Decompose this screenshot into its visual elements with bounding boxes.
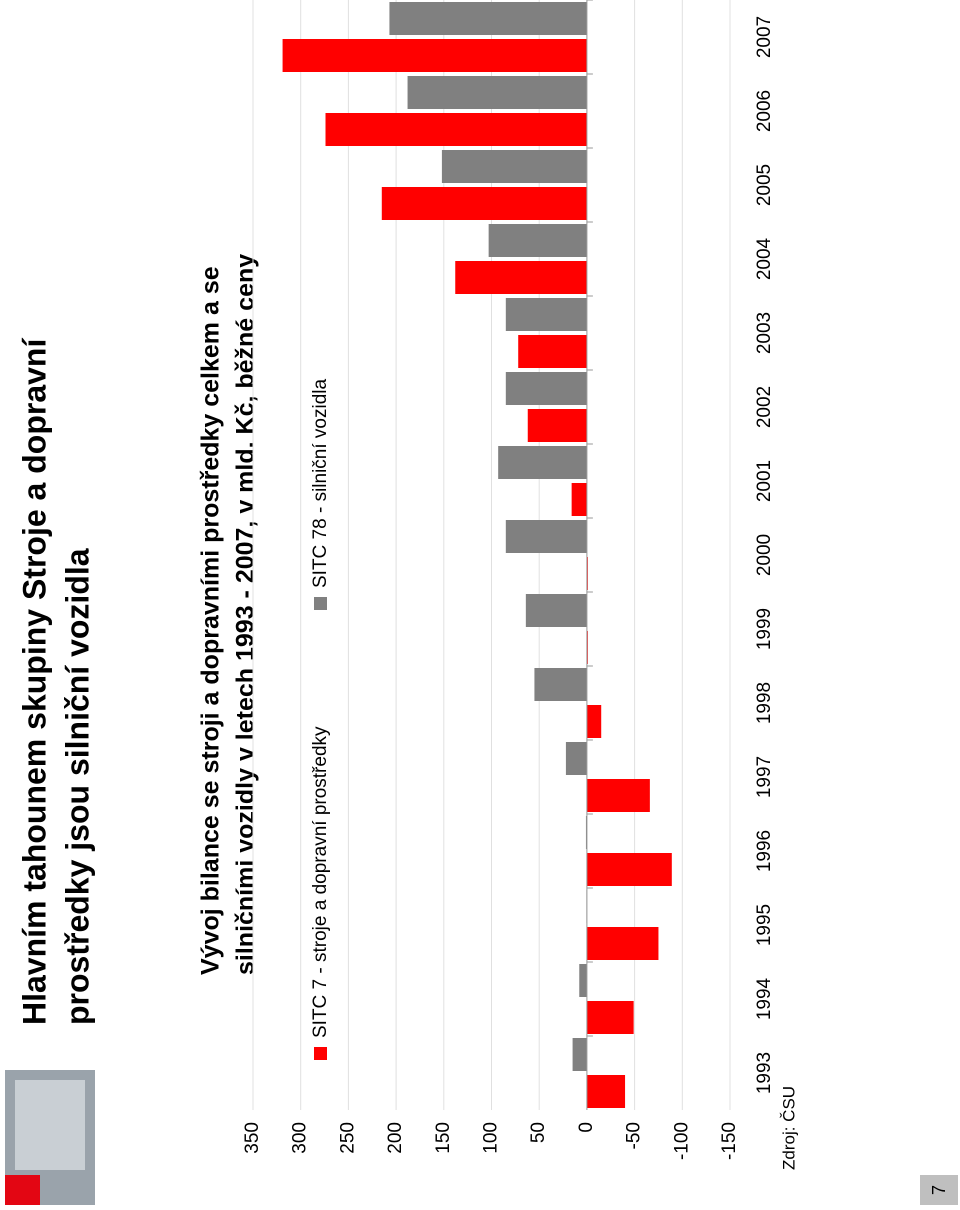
bar bbox=[505, 372, 587, 405]
bar bbox=[525, 594, 587, 627]
bar bbox=[498, 446, 587, 479]
page-number: 7 bbox=[929, 1185, 949, 1195]
bar bbox=[572, 1038, 587, 1071]
x-tick-label: 2001 bbox=[754, 460, 775, 502]
y-tick-label: -50 bbox=[624, 1122, 645, 1149]
x-tick-label: 1999 bbox=[754, 608, 775, 650]
bar bbox=[441, 150, 587, 183]
bar bbox=[407, 76, 587, 109]
bar bbox=[586, 927, 659, 960]
y-tick-label: -150 bbox=[719, 1122, 740, 1160]
logo-red-square bbox=[5, 1175, 40, 1205]
x-tick-label: 2005 bbox=[754, 164, 775, 206]
bar bbox=[586, 705, 602, 738]
y-tick-label: 300 bbox=[290, 1122, 311, 1154]
y-tick-label: 0 bbox=[576, 1122, 597, 1133]
bar bbox=[571, 483, 587, 516]
chart-title: Vývoj bilance se stroji a dopravními pro… bbox=[197, 266, 225, 975]
x-tick-label: 1994 bbox=[754, 977, 775, 1020]
legend-swatch bbox=[314, 1047, 327, 1060]
bar bbox=[455, 261, 587, 294]
y-tick-label: 150 bbox=[433, 1122, 454, 1154]
slide-title: prostředky jsou silniční vozidla bbox=[59, 548, 95, 1025]
bar bbox=[527, 409, 587, 442]
bar bbox=[586, 853, 672, 886]
y-tick-label: 350 bbox=[242, 1122, 263, 1154]
x-tick-label: 2003 bbox=[754, 312, 775, 354]
bar bbox=[389, 2, 587, 35]
slide-title: Hlavním tahounem skupiny Stroje a doprav… bbox=[16, 338, 52, 1025]
legend-label: SITC 78 - silniční vozidla bbox=[310, 378, 331, 588]
bar bbox=[381, 187, 587, 220]
x-tick-label: 1998 bbox=[754, 682, 775, 724]
y-tick-label: 250 bbox=[337, 1122, 358, 1154]
bar bbox=[505, 520, 587, 553]
chart-title: silničními vozidly v letech 1993 - 2007,… bbox=[232, 254, 260, 975]
x-tick-label: 1995 bbox=[754, 904, 775, 946]
bar bbox=[586, 1001, 634, 1034]
bar bbox=[282, 39, 587, 72]
y-tick-label: 50 bbox=[528, 1122, 549, 1143]
x-tick-label: 2002 bbox=[754, 386, 775, 428]
y-tick-label: 200 bbox=[385, 1122, 406, 1154]
bar bbox=[534, 668, 587, 701]
page-number-box bbox=[920, 1175, 958, 1205]
x-tick-label: 2004 bbox=[754, 237, 775, 280]
x-tick-label: 1993 bbox=[754, 1052, 775, 1094]
x-tick-label: 2006 bbox=[754, 90, 775, 132]
bar bbox=[586, 1075, 626, 1108]
bar bbox=[518, 335, 587, 368]
x-tick-label: 2007 bbox=[754, 16, 775, 58]
x-tick-label: 1996 bbox=[754, 830, 775, 872]
source: Zdroj: ČSU bbox=[779, 1086, 798, 1170]
bar bbox=[565, 742, 587, 775]
bar bbox=[505, 298, 587, 331]
bar bbox=[325, 113, 587, 146]
bar bbox=[488, 224, 587, 257]
bar bbox=[586, 779, 650, 812]
legend-label: SITC 7 - stroje a dopravní prostředky bbox=[310, 726, 331, 1038]
x-tick-label: 1997 bbox=[754, 756, 775, 798]
y-tick-label: -100 bbox=[671, 1122, 692, 1160]
y-tick-label: 100 bbox=[481, 1122, 502, 1154]
x-tick-label: 2000 bbox=[754, 534, 775, 576]
bar bbox=[579, 964, 587, 997]
logo-building bbox=[15, 1080, 85, 1170]
legend-swatch bbox=[314, 597, 327, 610]
